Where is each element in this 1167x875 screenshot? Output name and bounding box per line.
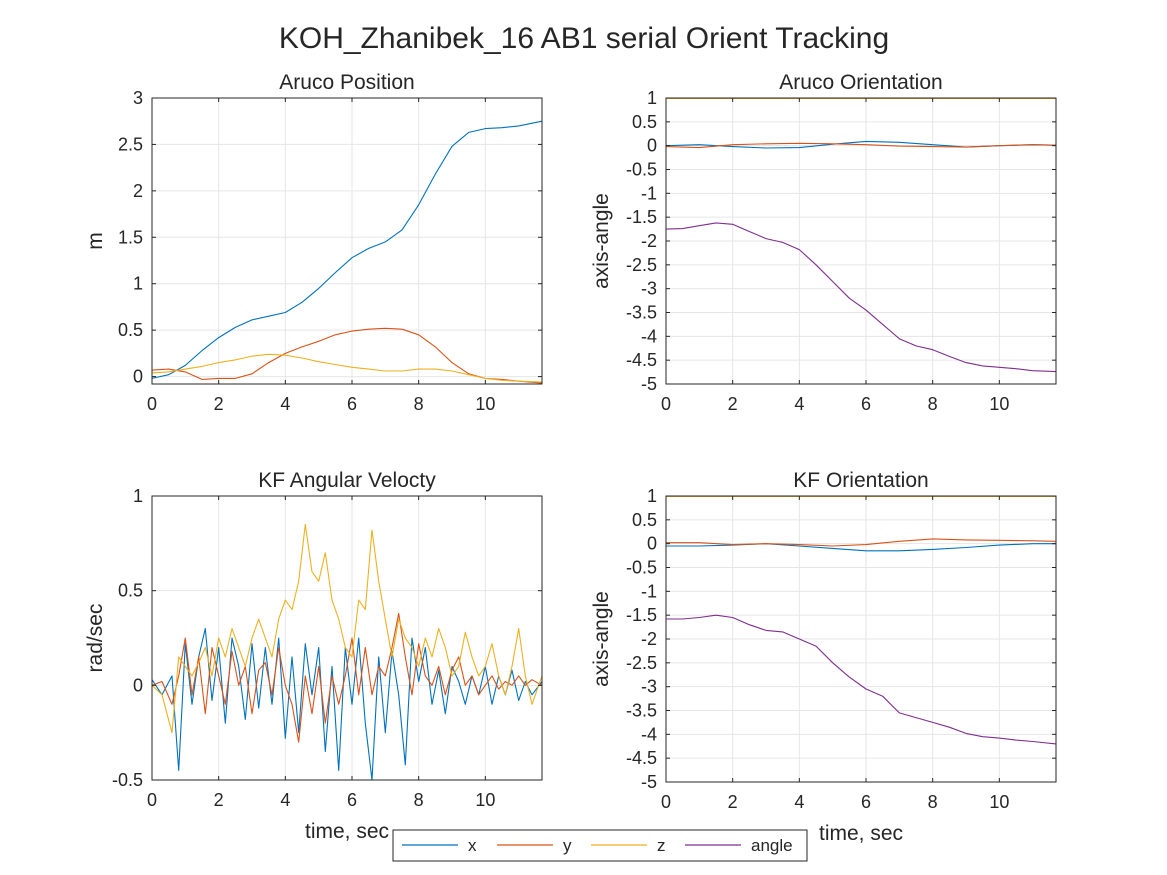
chart-3-xtick-label-0: 0	[661, 792, 671, 812]
chart-2-xtick-label-1: 2	[214, 790, 224, 810]
chart-1-xtick-label-4: 8	[928, 394, 938, 414]
chart-1-ytick-label-6: -2	[641, 231, 657, 251]
chart-3-xtick-label-1: 2	[728, 792, 738, 812]
chart-3-ytick-label-8: -3	[641, 677, 657, 697]
chart-2-xtick-label-3: 6	[347, 790, 357, 810]
chart-2-plot-area	[152, 496, 542, 780]
chart-3-xtick-label-3: 6	[861, 792, 871, 812]
chart-1-series-y	[665, 142, 1057, 149]
chart-0-xtick-label-2: 4	[280, 394, 290, 414]
legend: x y z angle	[392, 829, 808, 862]
chart-2-axes-frame	[151, 495, 543, 781]
chart-3-xtick-label-5: 10	[989, 792, 1009, 812]
chart-3-ytick-label-10: -4	[641, 724, 657, 744]
chart-1-ytick-label-8: -3	[641, 279, 657, 299]
chart-1-ytick-label-1: 0.5	[632, 112, 657, 132]
chart-0-ytick-label-2: 1	[133, 274, 143, 294]
chart-2-series-z	[151, 523, 543, 734]
chart-3-ytick-label-11: -4.5	[626, 748, 657, 768]
subplot-aruco-position: 0 2 4 6 8 10 0 0.5 1 1.5 2 2.5 3 Aruco Position m	[84, 71, 543, 414]
chart-0-xtick-label-5: 10	[475, 394, 495, 414]
chart-0-ytick-label-0: 0	[133, 367, 143, 387]
chart-0-ytick-label-6: 3	[133, 88, 143, 108]
chart-3-ytick-label-6: -2	[641, 629, 657, 649]
chart-3-series-angle	[666, 614, 1057, 745]
chart-3-ytick-label-4: -1	[641, 581, 657, 601]
chart-1-ytick-label-10: -4	[641, 326, 657, 346]
legend-label-z: z	[657, 836, 666, 855]
chart-1-title: Aruco Orientation	[779, 71, 942, 94]
chart-3-xlabel: time, sec	[819, 822, 903, 845]
chart-1-xtick-label-1: 2	[728, 394, 738, 414]
chart-2-ylabel: rad/sec	[84, 604, 107, 673]
chart-2-ytick-label-3: 1	[133, 486, 143, 506]
chart-1-series-angle	[665, 222, 1057, 373]
chart-1-xtick-label-3: 6	[861, 394, 871, 414]
chart-3-ytick-label-7: -2.5	[626, 653, 657, 673]
chart-2-ytick-label-0: -0.5	[112, 770, 143, 790]
chart-1-ytick-label-7: -2.5	[626, 255, 657, 275]
chart-0-ytick-label-1: 0.5	[118, 320, 143, 340]
chart-1-ytick-label-0: 1	[647, 88, 657, 108]
chart-2-series-y	[151, 612, 543, 743]
chart-1-xtick-label-2: 4	[794, 394, 804, 414]
chart-0-series-x	[151, 120, 543, 379]
subplot-kf-orientation: 0 2 4 6 8 10 1 0.5 0 -0.5 -1 -1.5 -2 -2.5 -3 -3.5 -4 -4.5…	[590, 469, 1057, 845]
chart-0-series-z	[151, 353, 543, 383]
chart-3-xtick-label-4: 8	[928, 792, 938, 812]
chart-1-ytick-label-2: 0	[647, 136, 657, 156]
chart-3-ylabel: axis-angle	[590, 591, 613, 687]
chart-2-xlabel: time, sec	[305, 820, 389, 843]
chart-0-series-y	[151, 327, 543, 384]
figure-title: KOH_Zhanibek_16 AB1 serial Orient Tracki…	[279, 22, 889, 55]
chart-0-ytick-label-5: 2.5	[118, 134, 143, 154]
chart-0-axes-frame	[151, 97, 543, 385]
chart-2-xtick-label-2: 4	[280, 790, 290, 810]
chart-1-ytick-label-5: -1.5	[626, 207, 657, 227]
chart-3-ytick-label-5: -1.5	[626, 605, 657, 625]
legend-label-x: x	[468, 836, 477, 855]
legend-label-angle: angle	[751, 836, 793, 855]
chart-0-xtick-label-1: 2	[214, 394, 224, 414]
chart-3-ytick-label-0: 1	[647, 486, 657, 506]
chart-2-xtick-label-0: 0	[147, 790, 157, 810]
chart-3-ytick-label-2: 0	[647, 534, 657, 554]
chart-0-ylabel: m	[84, 232, 107, 250]
chart-2-xtick-label-5: 10	[475, 790, 495, 810]
chart-1-ytick-label-12: -5	[641, 374, 657, 394]
chart-0-xtick-label-0: 0	[147, 394, 157, 414]
chart-0-plot-area	[152, 98, 542, 384]
chart-3-ytick-label-3: -0.5	[626, 558, 657, 578]
chart-0-ytick-label-4: 2	[133, 181, 143, 201]
chart-1-ytick-label-4: -1	[641, 183, 657, 203]
chart-3-ytick-label-9: -3.5	[626, 701, 657, 721]
chart-1-ylabel: axis-angle	[590, 193, 613, 289]
chart-1-ytick-label-11: -4.5	[626, 350, 657, 370]
chart-1-xtick-label-0: 0	[661, 394, 671, 414]
chart-2-xtick-label-4: 8	[414, 790, 424, 810]
chart-1-xtick-label-5: 10	[989, 394, 1009, 414]
chart-1-ytick-label-3: -0.5	[626, 160, 657, 180]
chart-0-xtick-label-4: 8	[414, 394, 424, 414]
chart-3-series-y	[666, 538, 1057, 547]
chart-0-title: Aruco Position	[279, 71, 414, 94]
chart-1-ytick-label-9: -3.5	[626, 303, 657, 323]
chart-2-ytick-label-2: 0.5	[118, 581, 143, 601]
chart-3-title: KF Orientation	[793, 469, 928, 492]
chart-3-xtick-label-2: 4	[794, 792, 804, 812]
chart-3-ytick-label-1: 0.5	[632, 510, 657, 530]
legend-label-y: y	[563, 836, 572, 855]
chart-0-xtick-label-3: 6	[347, 394, 357, 414]
chart-2-title: KF Angular Velocty	[258, 469, 436, 492]
chart-2-ytick-label-1: 0	[133, 675, 143, 695]
chart-3-ytick-label-12: -5	[641, 772, 657, 792]
chart-0-ytick-label-3: 1.5	[118, 227, 143, 247]
subplot-aruco-orientation: 0 2 4 6 8 10 1 0.5 0 -0.5 -1 -1.5 -2 -2.5 -3 -3.5 -4 -4.5…	[590, 71, 1057, 414]
